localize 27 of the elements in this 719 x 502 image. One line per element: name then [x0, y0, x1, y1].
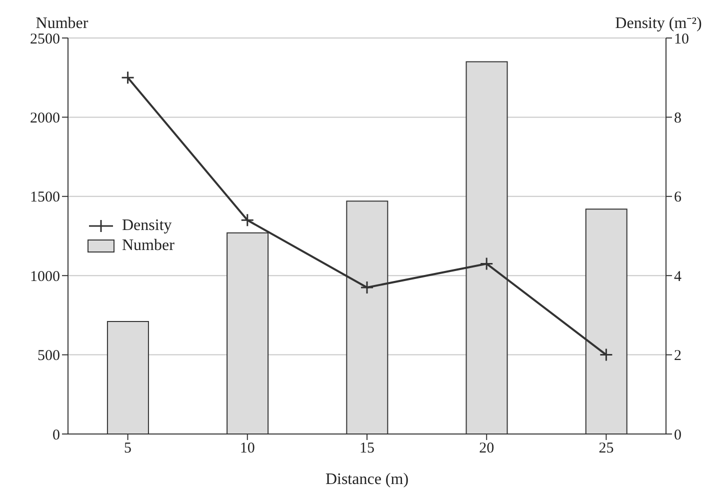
- y2-tick-label: 10: [674, 31, 689, 48]
- x-tick-label: 20: [479, 440, 494, 457]
- y-tick-label: 1500: [30, 190, 60, 206]
- y-tick-label: 0: [52, 427, 60, 444]
- point: [360, 280, 374, 294]
- x-tick-label: 5: [124, 440, 132, 457]
- point: [599, 348, 613, 362]
- point: [240, 213, 254, 227]
- y-tick-label: 2500: [30, 31, 60, 48]
- point: [480, 256, 494, 270]
- legend-label: Number: [122, 237, 174, 255]
- y2-tick-label: 8: [674, 110, 682, 127]
- y2-tick-label: 2: [674, 348, 682, 364]
- y-tick-label: 1000: [30, 268, 60, 285]
- y2-tick-label: 4: [674, 268, 682, 285]
- legend-label: Density: [122, 217, 172, 235]
- x-axis-title: Distance (m): [325, 471, 409, 488]
- y2-tick-label: 6: [674, 190, 682, 206]
- y-tick-label: 2000: [30, 110, 60, 127]
- x-tick-label: 15: [360, 440, 374, 457]
- y2-tick-label: 0: [674, 427, 682, 444]
- point: [121, 70, 135, 84]
- y-tick-label: 500: [38, 348, 60, 364]
- x-tick-label: 10: [240, 440, 255, 457]
- y2-axis-title: Density (m⁻²): [615, 15, 702, 32]
- y-axis-title: Number: [36, 15, 89, 32]
- x-tick-label: 25: [598, 440, 614, 457]
